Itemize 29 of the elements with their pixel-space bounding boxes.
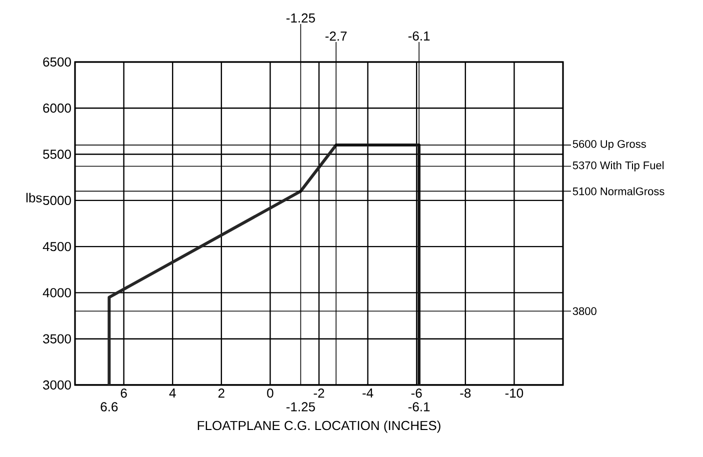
x-tick-label: 2 — [218, 388, 224, 398]
ref-line-label: 5370 With Tip Fuel — [572, 161, 664, 172]
y-tick-label: 4500 — [42, 242, 71, 252]
ref-line-label: 3800 — [572, 307, 596, 316]
y-tick-label: 3500 — [43, 334, 71, 344]
x-tick-label: -2 — [314, 388, 324, 398]
x-tick-label: -8 — [460, 388, 471, 398]
x-tick-label: 4 — [169, 388, 176, 398]
annotation: -6.1 — [408, 402, 430, 412]
x-tick-label: -10 — [505, 388, 524, 398]
y-tick-label: 6000 — [43, 104, 71, 113]
y-tick-label: 3000 — [43, 380, 71, 390]
ref-line-label: -1.25 — [286, 13, 315, 23]
x-tick-label: 0 — [267, 388, 274, 398]
ref-line-label: 5600 Up Gross — [572, 140, 646, 150]
y-tick-label: 5500 — [43, 150, 71, 159]
y-tick-label: 6500 — [43, 57, 71, 67]
ref-line-label: -2.7 — [325, 32, 347, 41]
annotation: -1.25 — [286, 402, 315, 412]
x-axis-title: FLOATPLANE C.G. LOCATION (INCHES) — [198, 420, 440, 433]
ref-line-label: 5100 NormalGross — [572, 187, 664, 196]
annotation: 6.6 — [100, 402, 118, 412]
ref-line-label: -6.1 — [408, 31, 430, 41]
x-tick-label: -6 — [411, 388, 422, 398]
x-tick-label: -4 — [362, 388, 374, 398]
y-tick-label: 5000 — [43, 196, 71, 206]
y-axis-title: lbs — [26, 192, 42, 202]
y-tick-label: 4000 — [42, 288, 71, 298]
x-tick-label: 6 — [120, 388, 127, 398]
